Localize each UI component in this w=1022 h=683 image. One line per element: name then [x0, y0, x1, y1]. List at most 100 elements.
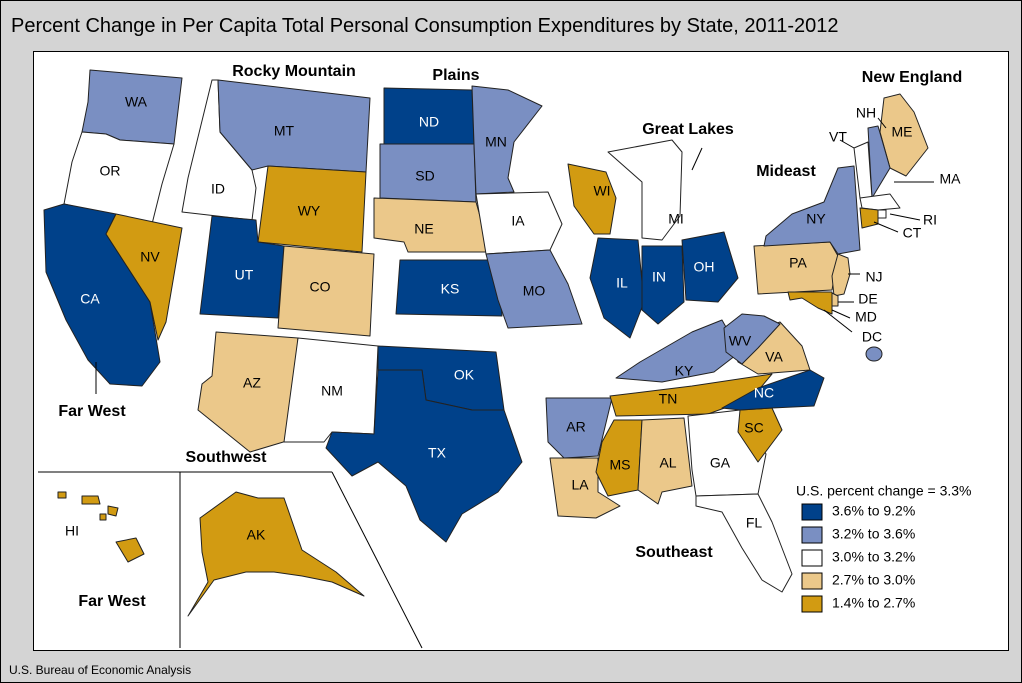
- state-label-il: IL: [616, 275, 628, 291]
- state-label-ny: NY: [806, 211, 826, 227]
- state-label-va: VA: [765, 349, 783, 365]
- state-ak-shape: [187, 491, 365, 617]
- state-label-in: IN: [652, 269, 666, 285]
- region-label-great-lakes: Great Lakes: [642, 121, 734, 138]
- state-label-mt: MT: [274, 123, 295, 139]
- state-label-tx: TX: [428, 445, 447, 461]
- state-label-mi: MI: [668, 211, 684, 227]
- state-label-ma: MA: [940, 171, 962, 187]
- state-label-nh: NH: [856, 105, 876, 121]
- state-label-tn: TN: [659, 391, 678, 407]
- region-label-plains: Plains: [432, 67, 479, 84]
- state-label-ok: OK: [454, 367, 475, 383]
- legend-label: 3.0% to 3.2%: [832, 549, 915, 565]
- state-label-co: CO: [310, 279, 331, 295]
- state-nc-shape: [721, 369, 825, 411]
- leader-line: [839, 139, 855, 149]
- state-label-ne: NE: [414, 221, 433, 237]
- state-label-nm: NM: [321, 383, 343, 399]
- state-label-ia: IA: [511, 213, 525, 229]
- state-label-wv: WV: [729, 333, 752, 349]
- state-label-dc: DC: [862, 329, 882, 345]
- state-mo-shape: [485, 249, 583, 329]
- legend-swatch: [801, 572, 823, 590]
- state-ct-shape: [859, 207, 879, 229]
- state-in-shape: [641, 245, 685, 325]
- state-ny-shape: [763, 165, 861, 255]
- state-ri-shape: [877, 209, 887, 219]
- legend-swatch: [801, 503, 823, 521]
- state-wy-shape: [257, 165, 367, 253]
- state-label-ky: KY: [675, 363, 694, 379]
- region-label-southwest: Southwest: [186, 449, 268, 466]
- leader-line: [823, 309, 853, 333]
- state-label-nv: NV: [140, 249, 160, 265]
- state-label-ks: KS: [441, 281, 460, 297]
- state-mi-shape: [607, 139, 683, 241]
- map-title: Percent Change in Per Capita Total Perso…: [11, 15, 839, 37]
- state-ma-shape: [859, 193, 901, 211]
- us-state-map: WA OR CA NV ID MT WY UT CO AZ NM ND SD NE KS OK TX MN IA MO…: [38, 63, 972, 649]
- state-tx-shape: [325, 369, 523, 543]
- state-hi-shape: [115, 537, 145, 563]
- leader-line: [331, 471, 423, 649]
- state-label-nj: NJ: [865, 269, 882, 285]
- state-dc-marker: [865, 346, 883, 362]
- state-md-shape: [787, 291, 833, 315]
- state-wv-shape: [723, 313, 781, 365]
- region-label-southeast: Southeast: [635, 544, 713, 561]
- state-label-az: AZ: [243, 375, 261, 391]
- state-label-sc: SC: [744, 420, 763, 436]
- state-label-ct: CT: [903, 225, 922, 241]
- state-label-nd: ND: [419, 114, 439, 130]
- region-label-far-west: Far West: [58, 403, 126, 420]
- state-label-hi: HI: [65, 523, 79, 539]
- state-il-shape: [589, 237, 645, 339]
- leader-line: [873, 221, 899, 233]
- state-oh-shape: [681, 231, 739, 303]
- hawaii-island-shape: [81, 495, 101, 505]
- state-al-shape: [637, 417, 693, 505]
- state-or-shape: [63, 131, 175, 225]
- state-label-ar: AR: [566, 419, 585, 435]
- state-label-me: ME: [892, 124, 913, 140]
- region-label-far-west: Far West: [78, 593, 146, 610]
- state-label-ut: UT: [235, 267, 254, 283]
- state-label-wa: WA: [125, 94, 148, 110]
- leader-line: [831, 309, 851, 319]
- state-label-md: MD: [855, 309, 877, 325]
- legend-swatch: [801, 526, 823, 544]
- state-label-mn: MN: [485, 134, 507, 150]
- legend-label: 1.4% to 2.7%: [832, 595, 915, 611]
- state-ar-shape: [545, 397, 613, 459]
- state-label-fl: FL: [746, 515, 763, 531]
- state-label-ak: AK: [247, 527, 266, 543]
- leader-line: [877, 117, 887, 129]
- state-co-shape: [277, 245, 375, 337]
- hawaii-island-shape: [99, 513, 107, 521]
- state-ks-shape: [395, 259, 503, 317]
- region-label-rocky-mountain: Rocky Mountain: [232, 63, 356, 80]
- state-label-oh: OH: [694, 259, 715, 275]
- state-label-ri: RI: [923, 212, 937, 228]
- state-mn-shape: [471, 85, 543, 195]
- state-ne-shape: [373, 197, 491, 253]
- state-nj-shape: [831, 253, 851, 297]
- region-label-new-england: New England: [862, 69, 962, 86]
- state-nv-shape: [105, 213, 183, 341]
- state-wi-shape: [567, 163, 617, 235]
- state-label-nc: NC: [754, 385, 774, 401]
- state-label-wy: WY: [298, 203, 321, 219]
- state-label-ca: CA: [80, 291, 100, 307]
- legend-swatch: [801, 595, 823, 613]
- state-label-ms: MS: [610, 457, 631, 473]
- map-panel: WA OR CA NV ID MT WY UT CO AZ NM ND SD NE KS OK TX MN IA MO…: [33, 51, 1009, 651]
- state-label-ga: GA: [710, 455, 731, 471]
- state-label-de: DE: [858, 291, 877, 307]
- region-label-mideast: Mideast: [756, 163, 816, 180]
- state-ia-shape: [475, 191, 563, 255]
- legend-header: U.S. percent change = 3.3%: [796, 483, 972, 499]
- legend-label: 2.7% to 3.0%: [832, 572, 915, 588]
- state-label-pa: PA: [789, 255, 807, 271]
- state-fl-shape: [695, 493, 793, 593]
